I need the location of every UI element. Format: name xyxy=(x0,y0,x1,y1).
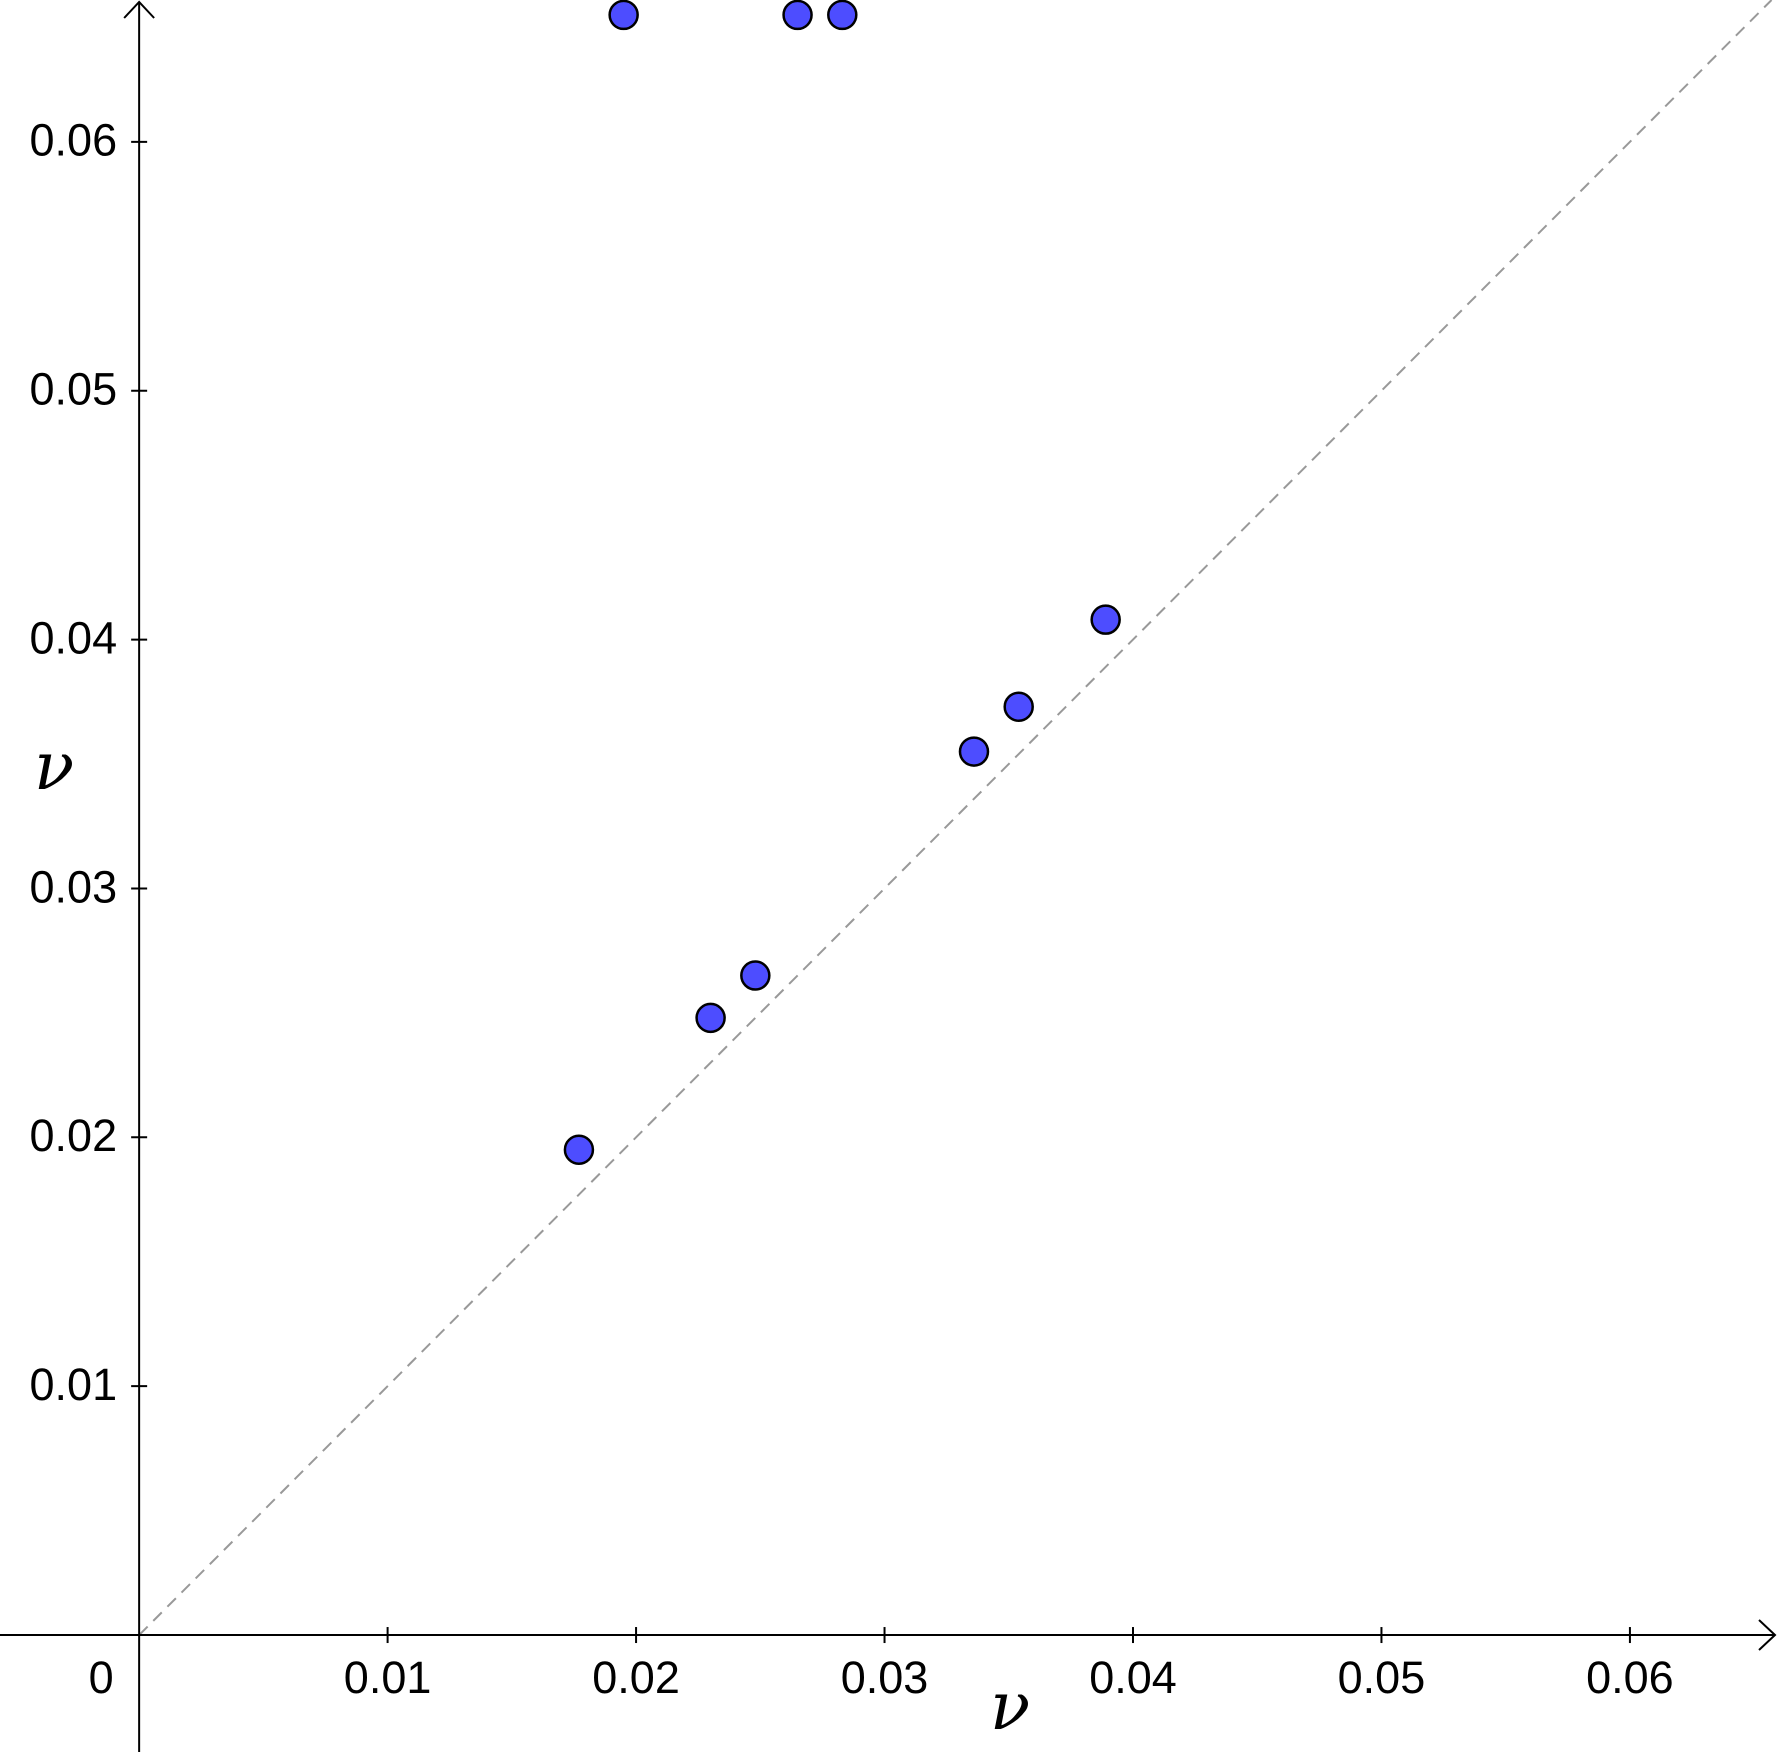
x-tick-label: 0.06 xyxy=(1586,1652,1674,1703)
point xyxy=(695,1002,726,1034)
x-tick-label: 0 xyxy=(89,1652,114,1703)
point xyxy=(958,736,990,767)
x-tick-label: 0.02 xyxy=(592,1652,680,1703)
y-axis-title: ν xyxy=(34,728,74,805)
point xyxy=(782,0,813,31)
x-tick-label: 0.05 xyxy=(1338,1652,1426,1703)
y-tick-label: 0.01 xyxy=(30,1359,118,1410)
x-tick-label: 0.03 xyxy=(841,1652,929,1703)
x-tick-label: 0.04 xyxy=(1089,1652,1177,1703)
point xyxy=(1090,604,1121,635)
diagonal-line xyxy=(138,0,1773,1636)
point xyxy=(827,0,858,31)
x-tick-label: 0.01 xyxy=(344,1652,432,1703)
point xyxy=(1003,691,1034,723)
y-axis-arrow xyxy=(123,0,155,19)
point xyxy=(608,0,639,31)
x-axis-arrow xyxy=(1758,1619,1777,1651)
y-tick-label: 0.03 xyxy=(30,861,118,912)
y-tick-label: 0.04 xyxy=(30,612,118,663)
x-axis-title: ν xyxy=(990,1668,1030,1745)
y-tick-label: 0.06 xyxy=(30,115,118,166)
point xyxy=(563,1134,595,1165)
y-tick-label: 0.02 xyxy=(30,1110,118,1161)
y-tick-label: 0.05 xyxy=(30,364,118,415)
point xyxy=(740,960,771,991)
